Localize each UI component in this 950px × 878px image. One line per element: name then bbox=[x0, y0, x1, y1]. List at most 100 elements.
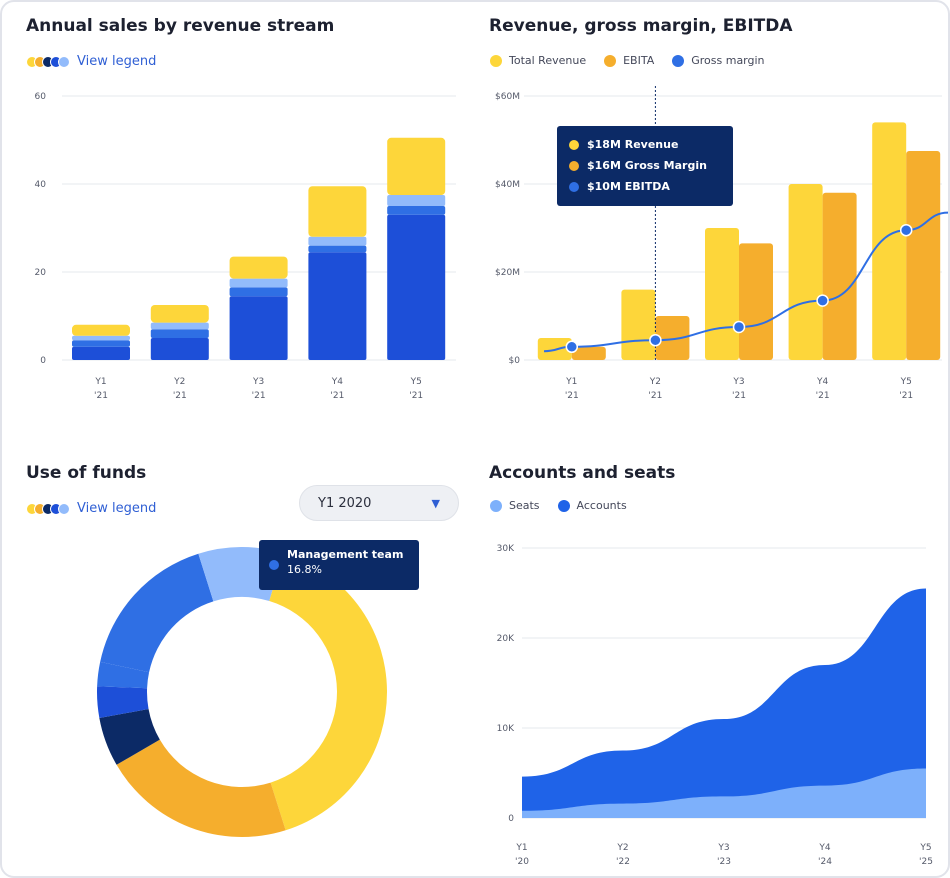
bar-segment bbox=[387, 195, 446, 206]
bar-segment bbox=[308, 245, 367, 253]
accounts-swatch-icon bbox=[557, 499, 570, 512]
x-tick-label: Y5 bbox=[900, 377, 912, 387]
x-tick-sublabel: '21 bbox=[94, 391, 108, 401]
use-of-funds-view-legend-link[interactable]: View legend bbox=[26, 501, 156, 516]
bar-segment bbox=[150, 322, 209, 330]
total-revenue-swatch-icon bbox=[490, 54, 502, 67]
x-tick-sublabel: '21 bbox=[330, 391, 344, 401]
line-point bbox=[816, 294, 829, 307]
legend-swatches-icon bbox=[26, 55, 70, 68]
ebita-swatch-icon bbox=[604, 54, 617, 67]
gross-margin-line bbox=[543, 211, 948, 353]
bar-ebita bbox=[906, 151, 941, 360]
y-tick-label: $60M bbox=[495, 92, 520, 102]
accounts-seats-title: Accounts and seats bbox=[489, 463, 676, 483]
x-tick-sublabel: '21 bbox=[409, 391, 423, 401]
x-tick-label: Y1 bbox=[515, 843, 527, 853]
legend-item-ebita: EBITA bbox=[604, 54, 654, 67]
line-point bbox=[899, 223, 913, 237]
y-tick-label: 40 bbox=[35, 180, 47, 190]
revenue-legend: Total Revenue EBITA Gross margin bbox=[490, 54, 765, 67]
y-tick-label: 20K bbox=[497, 634, 515, 644]
bar-segment bbox=[308, 236, 367, 246]
view-legend-label: View legend bbox=[77, 501, 157, 516]
x-tick-sublabel: '22 bbox=[616, 857, 630, 867]
x-tick-label: Y2 bbox=[616, 843, 628, 853]
x-tick-label: Y5 bbox=[410, 377, 422, 387]
annual-sales-chart: 0 20 40 60 Y1 '21 Y2 '21 Y3 '21 Y4 '21 Y5 '21 bbox=[35, 92, 456, 401]
y-tick-label: $0 bbox=[509, 356, 521, 366]
legend-item-total-revenue: Total Revenue bbox=[490, 54, 586, 67]
area-seats bbox=[522, 768, 926, 818]
x-tick-sublabel: '21 bbox=[648, 391, 662, 401]
x-tick-sublabel: '21 bbox=[252, 391, 266, 401]
tooltip-row-revenue: $18M Revenue bbox=[569, 134, 721, 155]
x-tick-label: Y4 bbox=[816, 377, 828, 387]
ebitda-dot-icon bbox=[569, 181, 579, 192]
accounts-chart: 0 10K 20K 30K Y1 '20 Y2 '22 Y3 '23 Y4 '24 Y5 '25 bbox=[497, 544, 933, 867]
y-tick-label: 10K bbox=[497, 724, 515, 734]
bar-segment bbox=[72, 340, 130, 347]
x-tick-sublabel: '24 bbox=[818, 857, 832, 867]
x-tick-label: Y4 bbox=[331, 377, 343, 387]
bar-segment bbox=[229, 256, 288, 279]
x-tick-label: Y1 bbox=[94, 377, 106, 387]
donut-slice bbox=[269, 553, 388, 831]
x-tick-label: Y5 bbox=[919, 843, 931, 853]
year-select[interactable]: Y1 2020 ▼ bbox=[299, 485, 459, 521]
revenue-dot-icon bbox=[569, 139, 579, 150]
bar-segment bbox=[150, 305, 209, 323]
accounts-legend: Seats Accounts bbox=[490, 499, 627, 512]
seats-swatch-icon bbox=[490, 499, 502, 512]
bar-segment bbox=[387, 206, 446, 215]
x-tick-sublabel: '25 bbox=[919, 857, 933, 867]
area-accounts bbox=[522, 588, 926, 818]
line-point bbox=[649, 333, 662, 347]
x-tick-sublabel: '21 bbox=[173, 391, 187, 401]
x-tick-sublabel: '21 bbox=[816, 391, 830, 401]
revenue-tooltip: $18M Revenue $16M Gross Margin $10M EBIT… bbox=[557, 126, 733, 206]
x-tick-label: Y2 bbox=[173, 377, 185, 387]
bar-segment bbox=[308, 186, 367, 237]
bar-segment bbox=[229, 278, 288, 288]
line-point bbox=[732, 320, 746, 334]
revenue-chart-title: Revenue, gross margin, EBITDA bbox=[489, 16, 793, 36]
x-tick-sublabel: '23 bbox=[717, 857, 731, 867]
bar-segment bbox=[150, 329, 209, 338]
y-tick-label: 30K bbox=[497, 544, 515, 554]
tooltip-row-gross-margin: $16M Gross Margin bbox=[569, 155, 721, 176]
legend-swatches-icon bbox=[26, 502, 70, 515]
bar-segment bbox=[308, 252, 367, 360]
x-tick-sublabel: '21 bbox=[565, 391, 579, 401]
revenue-chart: $0 $20M $40M $60M Y1 '21 Y2 '21 Y3 '21 Y4 '21 Y5 '21 bbox=[495, 86, 948, 401]
bar-segment bbox=[72, 346, 130, 360]
donut-slice bbox=[97, 686, 149, 718]
bar-segment bbox=[229, 296, 288, 360]
annual-sales-view-legend-link[interactable]: View legend bbox=[26, 54, 156, 69]
y-tick-label: 0 bbox=[40, 356, 46, 366]
chevron-down-icon: ▼ bbox=[431, 496, 440, 510]
bar-ebita bbox=[822, 192, 857, 360]
bar-segment bbox=[150, 338, 209, 360]
legend-item-gross-margin: Gross margin bbox=[672, 54, 765, 67]
year-select-value: Y1 2020 bbox=[318, 495, 372, 511]
legend-item-seats: Seats bbox=[490, 499, 540, 512]
x-tick-sublabel: '20 bbox=[515, 857, 529, 867]
tooltip-value: 16.8% bbox=[287, 563, 322, 576]
bar-ebita bbox=[739, 243, 773, 360]
bar-total-revenue bbox=[872, 122, 907, 361]
x-tick-label: Y3 bbox=[717, 843, 729, 853]
view-legend-label: View legend bbox=[77, 54, 157, 69]
management-team-dot-icon bbox=[269, 560, 279, 570]
gross-margin-dot-icon bbox=[569, 160, 579, 171]
y-tick-label: $20M bbox=[495, 268, 520, 278]
y-tick-label: $40M bbox=[495, 180, 520, 190]
x-tick-label: Y2 bbox=[649, 377, 661, 387]
x-tick-sublabel: '21 bbox=[732, 391, 746, 401]
x-tick-sublabel: '21 bbox=[899, 391, 913, 401]
bar-total-revenue bbox=[788, 184, 823, 360]
use-of-funds-title: Use of funds bbox=[26, 463, 147, 483]
bar-total-revenue bbox=[705, 228, 739, 360]
x-tick-label: Y1 bbox=[565, 377, 577, 387]
